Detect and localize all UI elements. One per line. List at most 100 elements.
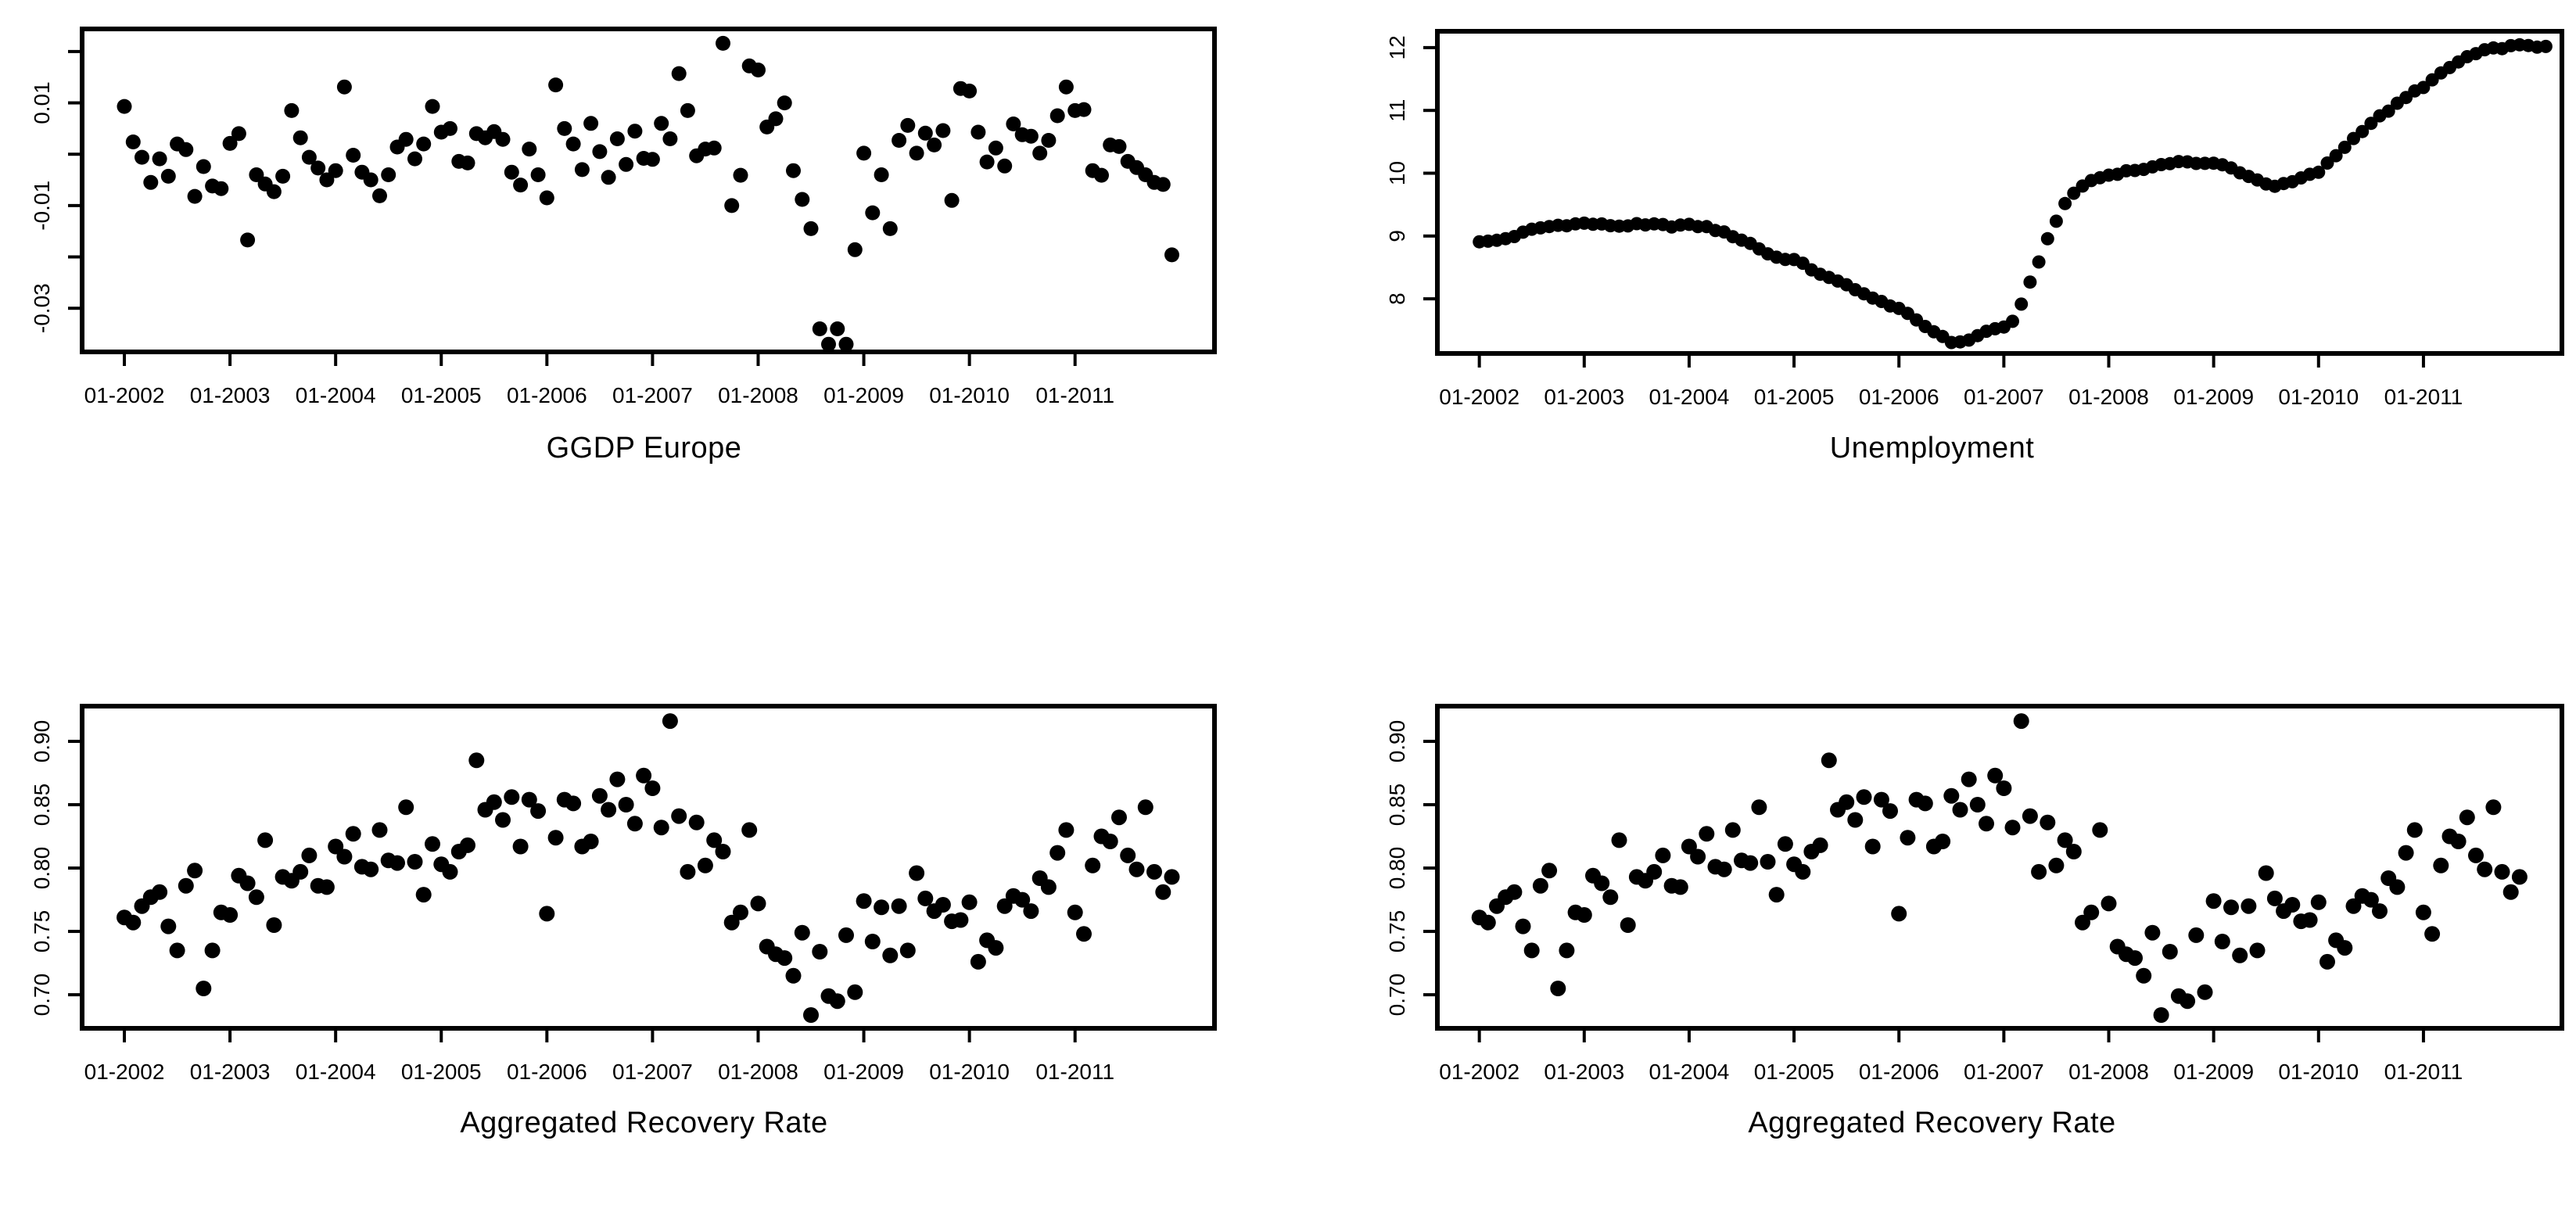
data-point [970,953,986,970]
data-point [442,863,458,880]
data-point [812,321,827,336]
data-point [803,1007,819,1023]
data-point [2205,893,2222,909]
data-point [1532,877,1548,894]
data-point [2040,814,2056,830]
data-point [248,889,264,906]
data-point [2223,899,2239,916]
data-point [2249,942,2266,959]
data-point [962,83,978,99]
data-point [988,140,1003,156]
data-point [284,102,300,118]
x-tick-label: 01-2011 [2384,385,2463,409]
data-point [1049,108,1065,124]
data-point [909,865,925,881]
data-point [2013,713,2029,730]
data-point [2284,897,2301,913]
data-point [1602,889,1619,906]
data-point [847,242,863,257]
data-point [1839,794,1855,810]
data-point [2197,984,2213,1000]
data-point [1076,102,1092,117]
y-tick-label: 0.80 [30,847,54,890]
y-tick-label: -0.03 [30,283,54,333]
data-point [970,124,986,140]
data-point [935,897,951,913]
data-point [2144,924,2161,941]
data-point [521,791,537,808]
data-point [415,887,432,903]
data-point [2355,124,2370,138]
data-point [2232,947,2248,963]
data-point [2538,39,2553,53]
data-point [609,131,625,146]
data-point [169,942,185,959]
x-tick-label: 01-2003 [190,1060,271,1084]
data-point [2031,863,2047,880]
x-tick-label: 01-2006 [1859,1060,1939,1084]
data-point [1040,879,1057,895]
data-point [2319,953,2335,970]
data-point [2075,914,2090,931]
x-tick-label: 01-2006 [507,383,587,407]
data-point [1076,926,1092,942]
data-point [1559,942,1575,959]
data-point [1847,812,1864,828]
data-point [160,918,177,934]
data-point [697,857,713,873]
data-point [1023,128,1039,144]
data-point [407,854,423,870]
data-point [2049,214,2063,228]
data-point [574,162,590,178]
data-point [2057,832,2073,848]
data-point [830,321,845,336]
x-tick-label: 01-2007 [1964,385,2044,409]
data-point [961,894,978,910]
data-point [196,981,212,996]
data-point [2058,196,2072,210]
x-tick-label: 01-2007 [612,1060,693,1084]
data-point [829,993,845,1010]
data-point [1620,917,1636,933]
data-point [1864,838,1881,855]
data-point [935,123,951,138]
data-point [1023,903,1039,920]
x-tick-label: 01-2010 [929,383,1010,407]
data-point [2302,912,2318,928]
x-tick-label: 01-2002 [1439,385,1519,409]
y-tick-label: 0.85 [30,784,54,827]
data-point [125,135,141,149]
data-point [1594,875,1610,891]
data-point [724,198,740,213]
data-point [381,167,396,182]
recovery-rate-right-plot-canvas: 01-2002 01-2003 01-2004 01-2005 01-2006 01-20… [1385,704,2564,1084]
data-point [733,167,748,183]
data-point [838,336,854,352]
x-tick-label: 01-2010 [2278,385,2359,409]
data-point [2337,140,2352,154]
data-point [2320,156,2334,170]
data-point [2477,861,2493,877]
data-point [135,149,149,165]
x-tick-label: 01-2009 [2173,385,2254,409]
y-tick-label: 0.90 [1385,720,1409,763]
data-point [486,794,502,810]
data-point [795,192,810,207]
data-point [213,181,229,196]
data-point [346,148,361,163]
data-point [1961,771,1977,787]
data-point [1882,803,1898,820]
data-point [328,163,343,178]
data-point [504,164,519,180]
data-point [1952,802,1968,818]
x-tick-label: 01-2003 [1544,1060,1624,1084]
data-point [2032,255,2046,269]
data-point [2381,104,2395,118]
data-point [1987,767,2004,784]
ggdp-europe-plot-canvas: 01-2002 01-2003 01-2004 01-2005 01-2006 01-20… [30,27,1217,407]
data-point [2022,808,2038,824]
data-point [2162,944,2178,960]
x-tick-label: 01-2006 [1859,385,1939,409]
data-point [1164,869,1180,885]
x-tick-label: 01-2006 [507,1060,587,1084]
